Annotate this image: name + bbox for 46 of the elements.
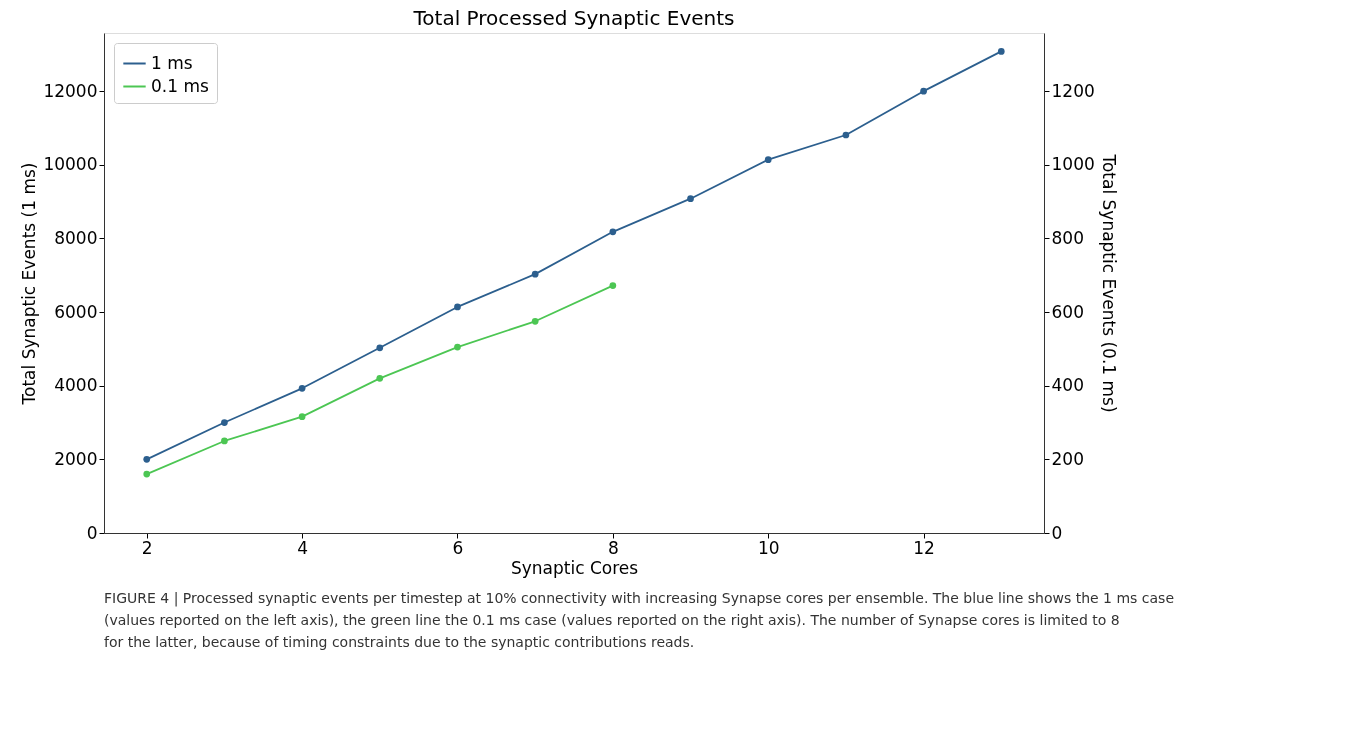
y2-tick-label: 0 bbox=[1051, 522, 1063, 543]
point bbox=[454, 303, 461, 311]
point bbox=[376, 375, 384, 382]
point bbox=[221, 419, 228, 426]
point bbox=[143, 456, 151, 463]
point bbox=[920, 87, 927, 95]
point bbox=[842, 131, 850, 139]
y2-axis-title: Total Synaptic Events (0.1 ms) bbox=[1098, 153, 1119, 413]
point bbox=[298, 413, 306, 420]
point bbox=[687, 195, 694, 203]
y2-tick-label: 800 bbox=[1051, 227, 1084, 248]
x-tick-label: 6 bbox=[452, 537, 464, 558]
y-tick-label: 6000 bbox=[54, 301, 98, 322]
y-tick-label: 0 bbox=[86, 522, 98, 543]
point bbox=[531, 270, 539, 278]
y2-tick-label: 1000 bbox=[1051, 154, 1095, 175]
y-tick-label: 4000 bbox=[54, 375, 98, 396]
x-tick-label: 10 bbox=[757, 537, 780, 558]
y-axis-title: Total Synaptic Events (1 ms) bbox=[19, 162, 40, 406]
point bbox=[531, 317, 539, 325]
x-tick-label: 4 bbox=[297, 537, 309, 558]
point bbox=[764, 156, 772, 163]
y-tick-label: 10000 bbox=[43, 154, 98, 175]
y-tick-label: 2000 bbox=[54, 448, 98, 469]
point bbox=[609, 282, 617, 289]
point bbox=[221, 437, 228, 445]
legend-label: 0.1 ms bbox=[151, 75, 209, 96]
point bbox=[143, 470, 151, 478]
y2-tick-label: 1200 bbox=[1051, 80, 1095, 101]
legend-label: 1 ms bbox=[151, 52, 193, 73]
y-tick-label: 12000 bbox=[43, 80, 98, 101]
caption: FIGURE 4 | Processed synaptic events per timestep at 10% connectivity with increasing Synapse cores per ensemble. The blue line shows the 1 ms case (values reported on the left axis), the green line the 0.1 ms case (values reported on the right axis). The number of Synapse cores is limited to 8 for the latter, because of timing constraints due to the synaptic contributions reads. bbox=[104, 590, 1175, 650]
x-tick-label: 8 bbox=[607, 537, 619, 558]
x-tick-label: 2 bbox=[141, 537, 153, 558]
point bbox=[298, 384, 306, 392]
point bbox=[997, 48, 1005, 55]
point bbox=[454, 343, 461, 351]
x-tick-label: 12 bbox=[913, 537, 935, 558]
point bbox=[609, 228, 617, 236]
y2-tick-label: 400 bbox=[1051, 375, 1084, 396]
x-axis-title: Synaptic Cores bbox=[510, 557, 639, 578]
point bbox=[376, 344, 384, 352]
y2-tick-label: 600 bbox=[1051, 301, 1084, 322]
y-tick-label: 8000 bbox=[54, 227, 98, 248]
y2-tick-label: 200 bbox=[1051, 448, 1084, 469]
chart-title: Total Processed Synaptic Events bbox=[412, 6, 735, 30]
